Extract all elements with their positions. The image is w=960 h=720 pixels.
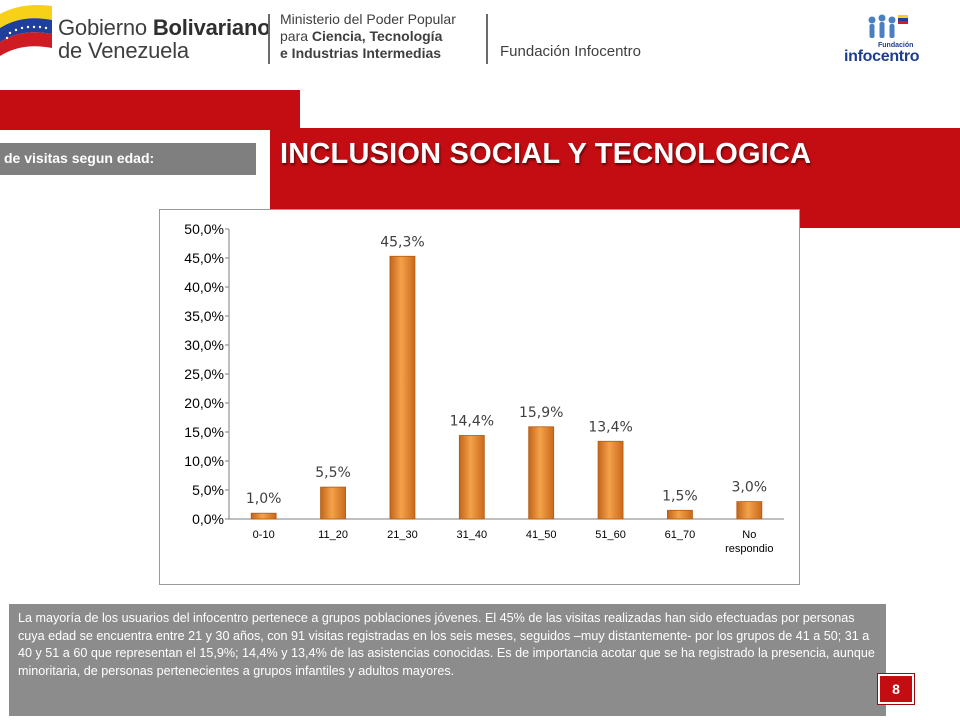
- header-divider: [268, 14, 270, 64]
- y-tick-label: 30,0%: [184, 337, 224, 353]
- bar: [458, 435, 485, 520]
- government-name-line1: Gobierno Bolivariano: [58, 15, 271, 40]
- data-label: 3,0%: [732, 480, 768, 496]
- y-tick-label: 0,0%: [192, 511, 224, 527]
- data-label: 13,4%: [588, 419, 632, 435]
- bar: [736, 501, 763, 520]
- y-tick-label: 40,0%: [184, 279, 224, 295]
- red-accent-bar: [0, 90, 300, 130]
- data-label: 45,3%: [380, 234, 424, 250]
- x-tick-label: 21_30: [387, 529, 418, 541]
- ministry-line2: para Ciencia, Tecnología: [280, 28, 443, 44]
- government-name-line2: de Venezuela: [58, 38, 189, 63]
- subtitle-bar: de visitas segun edad:: [0, 143, 256, 175]
- x-tick-label: 0-10: [253, 529, 275, 541]
- infocentro-logo-icon: [868, 14, 908, 38]
- data-label: 14,4%: [450, 413, 494, 429]
- bar: [528, 426, 555, 520]
- bar: [320, 486, 346, 520]
- foundation-name: Fundación Infocentro: [500, 43, 641, 60]
- bar-chart: 0,0% 5,0% 10,0% 15,0% 20,0% 25,0% 30,0% 35,0% 40…: [159, 209, 800, 585]
- y-tick-label: 25,0%: [184, 366, 224, 382]
- y-tick-label: 15,0%: [184, 424, 224, 440]
- y-tick-label: 50,0%: [184, 221, 224, 237]
- page-number: 8: [878, 674, 914, 704]
- x-tick-label: No: [742, 529, 756, 541]
- subtitle-text: de visitas segun edad:: [4, 150, 155, 166]
- data-label: 15,9%: [519, 405, 563, 421]
- bar: [389, 255, 416, 520]
- description-text: La mayoría de los usuarios del infocentr…: [18, 611, 875, 678]
- bar-chart-canvas: 0,0% 5,0% 10,0% 15,0% 20,0% 25,0% 30,0% 35,0% 40…: [184, 221, 784, 555]
- x-tick-label: 11_20: [318, 529, 348, 541]
- y-tick-label: 35,0%: [184, 308, 224, 324]
- venezuela-flag-icon: [0, 5, 52, 56]
- logo-wordmark: infocentro: [844, 48, 920, 65]
- description-box: La mayoría de los usuarios del infocentr…: [9, 604, 886, 716]
- slide-title: INCLUSION SOCIAL Y TECNOLOGICA: [280, 138, 812, 170]
- y-tick-label: 10,0%: [184, 453, 224, 469]
- x-tick-label: 31_40: [457, 529, 488, 541]
- y-tick-label: 20,0%: [184, 395, 224, 411]
- y-tick-label: 5,0%: [192, 482, 224, 498]
- data-label: 1,0%: [246, 491, 282, 507]
- bar: [597, 440, 624, 520]
- data-label: 1,5%: [662, 488, 698, 504]
- header: Gobierno Bolivariano de Venezuela Minist…: [0, 0, 960, 86]
- logo-caption: Fundación: [878, 42, 914, 49]
- x-tick-label: respondio: [725, 543, 773, 555]
- x-tick-label: 51_60: [595, 529, 626, 541]
- x-tick-label: 61_70: [665, 529, 696, 541]
- ministry-line3: e Industrias Intermedias: [280, 45, 442, 61]
- x-tick-label: 41_50: [526, 529, 557, 541]
- bar: [667, 509, 693, 520]
- bar: [250, 512, 277, 520]
- data-label: 5,5%: [315, 465, 351, 481]
- y-tick-label: 45,0%: [184, 250, 224, 266]
- header-divider: [486, 14, 488, 64]
- ministry-line1: Ministerio del Poder Popular: [280, 11, 456, 27]
